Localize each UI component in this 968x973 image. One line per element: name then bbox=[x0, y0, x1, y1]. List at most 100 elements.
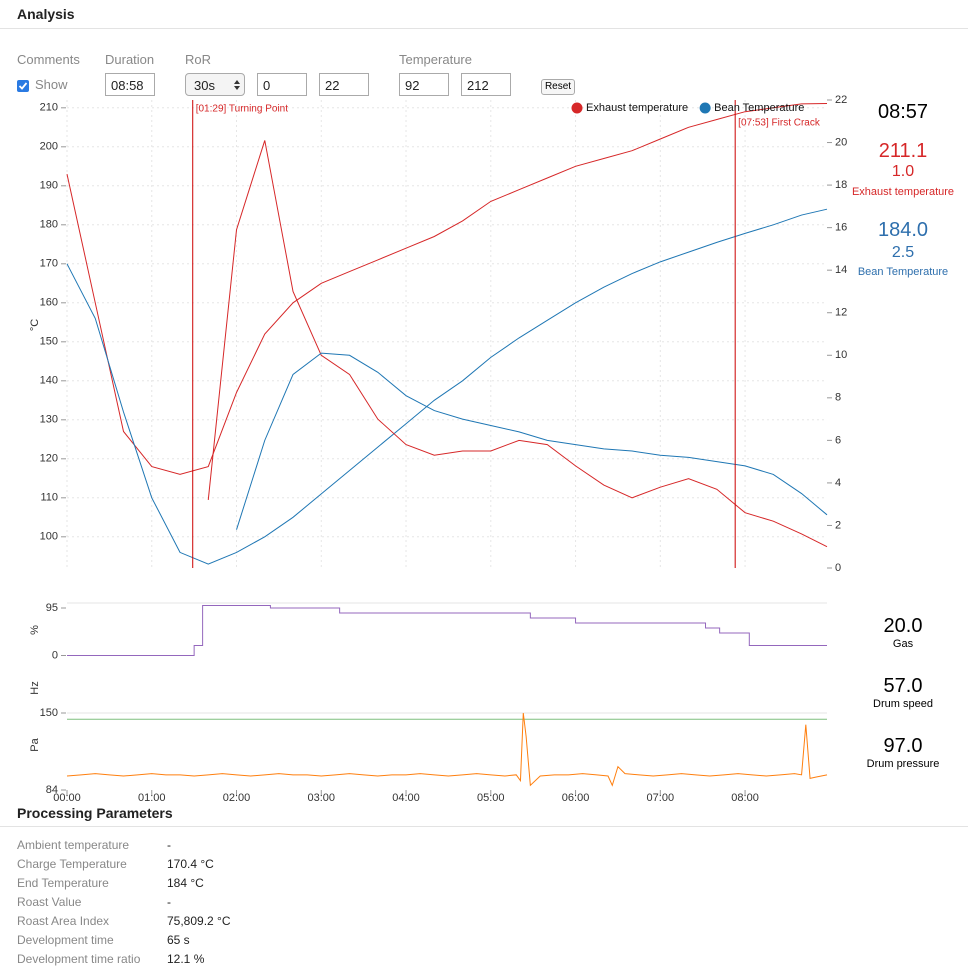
y-tick-label: 210 bbox=[40, 102, 58, 114]
series-line bbox=[66, 208, 828, 565]
parameter-label: Roast Value bbox=[17, 895, 82, 909]
x-tick-label: 04:00 bbox=[392, 792, 420, 804]
section-title: Processing Parameters bbox=[17, 805, 173, 821]
series-line bbox=[66, 712, 828, 787]
parameter-label: End Temperature bbox=[17, 876, 109, 890]
y-tick-label: 120 bbox=[40, 453, 58, 465]
y2-tick-label: 18 bbox=[835, 179, 847, 191]
x-tick-label: 05:00 bbox=[477, 792, 505, 804]
speed-label: Drum speed bbox=[873, 698, 933, 710]
y2-tick-label: 10 bbox=[835, 349, 847, 361]
bean-value: 184.0 bbox=[877, 219, 929, 241]
pressure-value: 97.0 bbox=[883, 735, 923, 757]
divider bbox=[0, 826, 968, 827]
y2-tick-label: 20 bbox=[835, 136, 847, 148]
legend-label: Exhaust temperature bbox=[586, 102, 688, 114]
y-tick-label: 84 bbox=[46, 784, 58, 796]
x-tick-label: 00:00 bbox=[53, 792, 81, 804]
y-tick-label: 180 bbox=[40, 219, 58, 231]
speed-value: 57.0 bbox=[883, 675, 923, 697]
temp-min-input[interactable]: 92 bbox=[399, 73, 449, 96]
pressure-label: Drum pressure bbox=[866, 758, 940, 770]
exhaust-value: 211.1 bbox=[878, 140, 928, 162]
y-tick-label: 100 bbox=[40, 531, 58, 543]
y2-tick-label: 8 bbox=[835, 392, 841, 404]
bean-ror: 2.5 bbox=[891, 244, 915, 261]
bean-label: Bean Temperature bbox=[857, 266, 949, 278]
parameter-value: 170.4 °C bbox=[167, 857, 214, 871]
reset-button[interactable]: Reset bbox=[541, 79, 575, 95]
y2-tick-label: 12 bbox=[835, 307, 847, 319]
ror-min-input[interactable]: 0 bbox=[257, 73, 307, 96]
divider bbox=[0, 28, 968, 29]
gas-label: Gas bbox=[892, 638, 914, 650]
y-axis-label: Pa bbox=[29, 737, 41, 751]
y2-tick-label: 6 bbox=[835, 434, 841, 446]
legend-label: Bean Temperature bbox=[714, 102, 804, 114]
y-tick-label: 95 bbox=[46, 602, 58, 614]
ror-window-select[interactable]: 30s bbox=[185, 73, 245, 96]
parameter-value: 75,809.2 °C bbox=[167, 914, 231, 928]
y-tick-label: 200 bbox=[40, 141, 58, 153]
select-arrows bbox=[234, 80, 240, 90]
check-icon bbox=[18, 82, 28, 90]
y-tick-label: 150 bbox=[40, 707, 58, 719]
series-line bbox=[67, 605, 827, 656]
parameter-label: Roast Area Index bbox=[17, 914, 110, 928]
y2-tick-label: 4 bbox=[835, 477, 841, 489]
duration-input[interactable]: 08:58 bbox=[105, 73, 155, 96]
parameter-label: Charge Temperature bbox=[17, 857, 127, 871]
series-line bbox=[207, 140, 828, 548]
parameter-value: - bbox=[167, 838, 171, 852]
parameter-value: 65 s bbox=[167, 933, 190, 947]
exhaust-label: Exhaust temperature bbox=[851, 186, 955, 198]
parameter-value: 184 °C bbox=[167, 876, 204, 890]
y-axis-label: °C bbox=[29, 319, 41, 331]
series-line bbox=[236, 352, 828, 530]
parameter-label: Ambient temperature bbox=[17, 838, 130, 852]
x-tick-label: 08:00 bbox=[731, 792, 759, 804]
y2-tick-label: 0 bbox=[835, 562, 841, 574]
x-tick-label: 01:00 bbox=[138, 792, 166, 804]
y2-tick-label: 2 bbox=[835, 519, 841, 531]
legend-marker bbox=[699, 102, 711, 114]
y-tick-label: 0 bbox=[52, 649, 58, 661]
parameter-label: Development time ratio bbox=[17, 952, 141, 966]
comments-label: Comments bbox=[17, 52, 80, 67]
legend-marker bbox=[571, 102, 583, 114]
x-tick-label: 03:00 bbox=[308, 792, 336, 804]
y-axis-label: % bbox=[29, 625, 41, 635]
y2-tick-label: 22 bbox=[835, 94, 847, 106]
x-tick-label: 07:00 bbox=[647, 792, 675, 804]
y-tick-label: 170 bbox=[40, 258, 58, 270]
y2-tick-label: 16 bbox=[835, 222, 847, 234]
page-title: Analysis bbox=[17, 6, 75, 22]
time-readout: 08:57 bbox=[877, 101, 929, 123]
parameter-label: Development time bbox=[17, 933, 114, 947]
y-tick-label: 150 bbox=[40, 336, 58, 348]
show-label[interactable]: Show bbox=[35, 77, 68, 92]
y-tick-label: 140 bbox=[40, 375, 58, 387]
temp-max-input[interactable]: 212 bbox=[461, 73, 511, 96]
y-tick-label: 160 bbox=[40, 297, 58, 309]
show-checkbox[interactable] bbox=[17, 80, 29, 92]
x-tick-label: 02:00 bbox=[223, 792, 251, 804]
ror-label: RoR bbox=[185, 52, 212, 67]
parameter-value: - bbox=[167, 895, 171, 909]
y-tick-label: 110 bbox=[40, 492, 58, 504]
exhaust-ror: 1.0 bbox=[891, 163, 915, 180]
x-tick-label: 06:00 bbox=[562, 792, 590, 804]
y-tick-label: 190 bbox=[40, 180, 58, 192]
temperature-label: Temperature bbox=[399, 52, 472, 67]
duration-label: Duration bbox=[105, 52, 155, 67]
ror-max-input[interactable]: 22 bbox=[319, 73, 369, 96]
series-line bbox=[66, 103, 828, 475]
event-label: [07:53] First Crack bbox=[738, 118, 821, 129]
event-label: [01:29] Turning Point bbox=[196, 104, 289, 115]
y-tick-label: 130 bbox=[40, 414, 58, 426]
y-axis-label: Hz bbox=[29, 681, 41, 694]
y2-tick-label: 14 bbox=[835, 264, 847, 276]
gas-value: 20.0 bbox=[883, 615, 923, 637]
